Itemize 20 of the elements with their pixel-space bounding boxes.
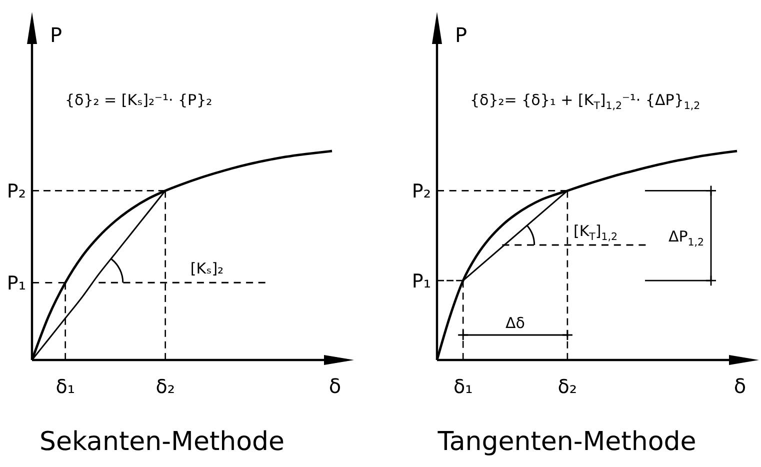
y-axis-title: P	[455, 23, 468, 47]
annotation: ΔP$_{1,2}$	[668, 228, 704, 249]
text: Sekanten-Methode	[39, 427, 285, 457]
x-tick-label: δ₁	[56, 376, 75, 398]
text: {δ}₂= {δ}₁ + [K$_{T}$]$_{1,2}$⁻¹· {ΔP}$_{1,2}$	[470, 91, 700, 112]
text: {δ}₂ = [Kₛ]₂⁻¹· {P}₂	[65, 91, 212, 109]
ref-line-label: P₂	[6, 180, 26, 203]
ref-line-label: P₁	[412, 270, 431, 293]
annotation: Δδ	[506, 314, 525, 332]
ref-line-label: P₂	[412, 180, 431, 203]
ref-line-label: P₁	[6, 272, 26, 295]
x-tick-label: δ₂	[558, 376, 578, 398]
x-axis-title: δ	[328, 374, 342, 398]
series-label: [K$_{T}$]$_{1,2}$	[573, 222, 618, 244]
x-axis-title: δ	[734, 374, 746, 398]
x-tick-label: δ₁	[453, 376, 473, 398]
y-axis-title: P	[50, 23, 62, 47]
series-label: [Kₛ]₂	[190, 260, 224, 278]
x-tick-label: δ₂	[156, 376, 175, 398]
text: Tangenten-Methode	[436, 427, 696, 457]
